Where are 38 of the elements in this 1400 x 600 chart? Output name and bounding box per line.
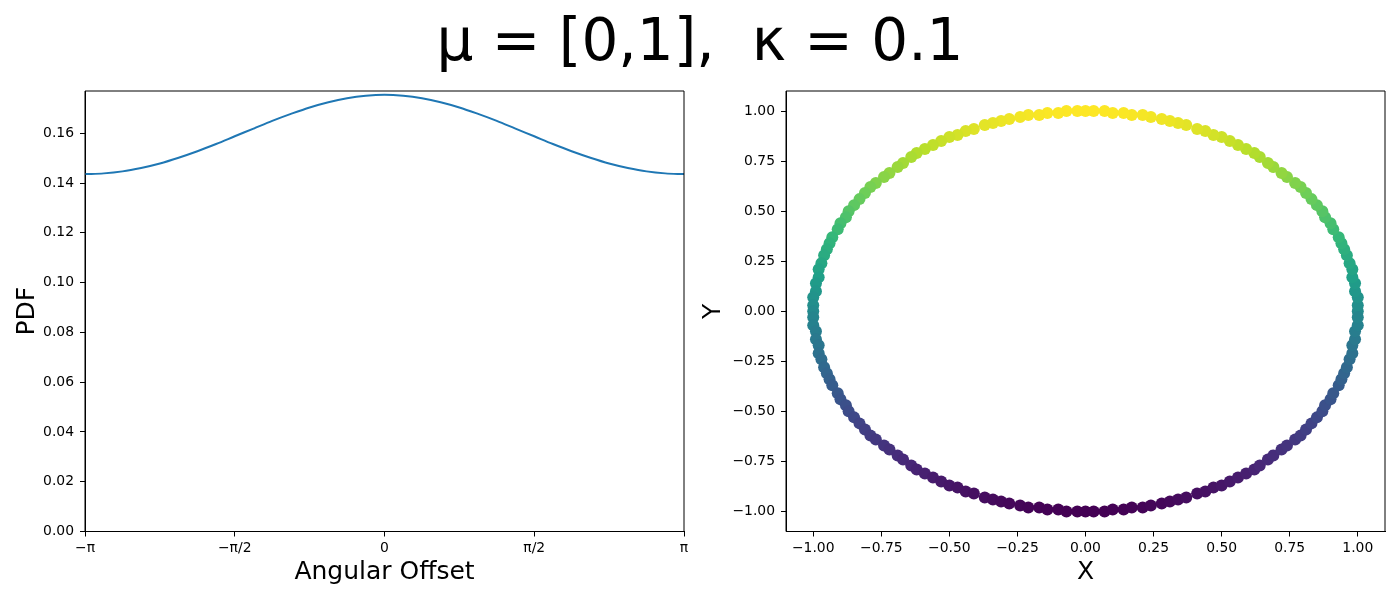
x-tick-label: 0: [380, 539, 389, 556]
y-tick-label: 0.14: [43, 173, 75, 190]
y-tick-label: 0.04: [43, 422, 75, 439]
x-tick-label: 0.25: [1138, 539, 1170, 556]
y-tick-label: −0.25: [732, 351, 775, 368]
x-tick-label: −0.75: [860, 539, 903, 556]
x-tick-label: −0.25: [996, 539, 1039, 556]
x-tick-label: −1.00: [791, 539, 835, 556]
y-tick-label: 0.50: [744, 201, 775, 218]
y-tick-label: 0.75: [744, 151, 775, 168]
x-axis-title: X: [1076, 555, 1095, 585]
x-tick-label: −0.50: [928, 539, 971, 556]
y-tick-label: 0.16: [43, 123, 74, 140]
y-tick-label: 1.00: [744, 101, 775, 118]
x-tick-label: 0.50: [1206, 539, 1238, 556]
x-tick-label: 1.00: [1342, 539, 1374, 556]
x-tick-label: π: [679, 539, 689, 556]
x-tick-label: π/2: [523, 539, 546, 556]
y-tick-label: 0.02: [43, 472, 74, 489]
x-axis-title: Angular Offset: [294, 555, 475, 585]
y-tick-label: 0.06: [43, 372, 74, 389]
y-tick-label: 0.00: [43, 522, 74, 539]
x-tick-label: 0.00: [1070, 539, 1101, 556]
line-series: [85, 93, 684, 176]
y-tick-label: −1.00: [732, 502, 775, 519]
y-tick-label: 0.00: [744, 301, 775, 318]
y-tick-label: −0.50: [732, 401, 775, 418]
y-tick-label: −0.75: [732, 452, 775, 469]
y-tick-label: 0.12: [43, 223, 74, 240]
y-axis-title: PDF: [10, 286, 40, 336]
y-axis-title: Y: [696, 302, 726, 320]
x-tick-label: −π/2: [217, 539, 252, 556]
chart-title: μ = [0,1], κ = 0.1: [436, 6, 964, 74]
x-tick-label: 0.75: [1274, 539, 1306, 556]
x-tick-label: −π: [74, 539, 96, 556]
y-tick-label: 0.25: [744, 251, 775, 268]
y-tick-label: 0.08: [43, 323, 74, 340]
y-tick-label: 0.10: [43, 273, 74, 290]
